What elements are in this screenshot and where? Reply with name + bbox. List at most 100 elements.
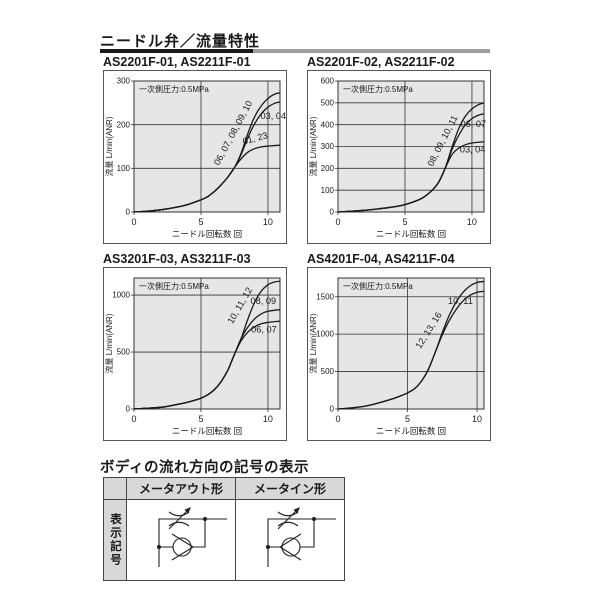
junction-dot — [156, 544, 162, 549]
flow-chart-svg: 0 500 1000 1500 0 5 10 一次側圧力:0.5MPa ニードル回転数 回 流量 … — [308, 277, 485, 436]
check-valve-seat — [278, 533, 302, 560]
x-tick-label: 5 — [402, 217, 407, 227]
x-tick-label: 0 — [335, 414, 340, 424]
needle-valve-icon — [277, 511, 299, 516]
row-header-display-symbol: 表示記号 — [103, 499, 127, 581]
flow-chart-as2201f-02: 0 100 200 300 400 500 600 0 5 10 一次側圧力:0.5MPa ニードル回… — [307, 70, 491, 244]
title-rule-gray — [253, 49, 490, 53]
y-axis-title: 流量 L/min(ANR) — [104, 313, 114, 373]
y-tick-label: 300 — [321, 142, 335, 151]
symbol-table-body-row: 表示記号 — [103, 499, 345, 581]
curve-label: 06, 07 — [461, 119, 487, 129]
symbol-section-title: ボディの流れ方向の記号の表示 — [100, 460, 309, 476]
meter-in-symbol-cell — [235, 499, 345, 581]
flow-chart-as3201f-03: 0 500 1000 0 5 10 一次側圧力:0.5MPa ニードル回転数 回 流量 L/mi… — [103, 267, 287, 441]
x-axis-title: ニードル回転数 回 — [376, 229, 446, 239]
chart-block-as3201f-03: AS3201F-03, AS3211F-03 0 500 1000 0 5 10 一次側圧力… — [103, 252, 287, 441]
x-axis-title: ニードル回転数 回 — [172, 426, 242, 436]
check-valve-seat — [171, 533, 195, 560]
curve-label: 08, 09 — [251, 296, 277, 306]
x-axis-title: ニードル回転数 回 — [172, 229, 242, 239]
y-tick-label: 0 — [126, 208, 131, 217]
column-header-meter-out: メータアウト形 — [126, 477, 236, 500]
flow-chart-svg: 0 100 200 300 0 5 10 一次側圧力:0.5MPa ニードル回転数 回 流量 L/… — [104, 77, 286, 239]
adjust-arrow — [168, 509, 189, 529]
x-tick-label: 5 — [405, 414, 410, 424]
flow-chart-as2201f-01: 0 100 200 300 0 5 10 一次側圧力:0.5MPa ニードル回転数 回 流量 L/… — [103, 70, 287, 244]
meter-in-circuit-icon — [265, 506, 336, 567]
plot-border — [337, 277, 485, 410]
y-tick-label: 0 — [330, 405, 335, 414]
curve-label: 06, 07 — [251, 325, 277, 335]
curve-label: 03, 04 — [460, 145, 486, 155]
chart-block-as2201f-02: AS2201F-02, AS2211F-02 0 100 200 300 400 5 0 0 6… — [307, 55, 491, 244]
y-tick-label: 100 — [321, 186, 335, 195]
chart-heading: AS2201F-01, AS2211F-01 — [103, 55, 251, 69]
junction-dot — [311, 516, 317, 521]
y-axis-title: 流量 L/min(ANR) — [104, 116, 114, 176]
flow-chart-as4201f-04: 0 500 1000 1500 0 5 10 一次側圧力:0.5MPa ニードル回転数 回 流量 … — [307, 267, 491, 441]
needle-valve-icon — [168, 521, 190, 526]
symbol-table-header-row: メータアウト形 メータイン形 — [103, 477, 345, 500]
y-tick-label: 600 — [321, 77, 335, 86]
y-axis-title: 流量 L/min(ANR) — [308, 116, 318, 176]
needle-valve-icon — [168, 511, 190, 516]
meter-out-symbol-cell — [126, 499, 236, 581]
x-tick-label: 10 — [263, 217, 273, 227]
pressure-annotation: 一次側圧力:0.5MPa — [139, 281, 209, 291]
y-tick-label: 100 — [117, 164, 131, 173]
flow-curve — [133, 320, 281, 410]
junction-dot — [202, 516, 208, 521]
flow-chart-svg: 0 100 200 300 400 500 600 0 5 10 一次側圧力:0.5MPa ニードル回… — [308, 77, 487, 239]
chart-heading: AS3201F-03, AS3211F-03 — [103, 252, 251, 266]
x-tick-label: 5 — [198, 414, 203, 424]
y-tick-label: 500 — [117, 348, 131, 357]
junction-dot — [265, 544, 271, 549]
page-title: ニードル弁／流量特性 — [100, 33, 261, 50]
y-tick-label: 200 — [321, 164, 335, 173]
plot-border — [133, 80, 281, 213]
flow-curve — [337, 141, 485, 213]
plot-area — [338, 278, 484, 409]
meter-out-circuit-icon — [156, 506, 227, 567]
x-tick-label: 10 — [472, 414, 482, 424]
symbol-table-corner-cell — [103, 477, 127, 500]
y-tick-label: 300 — [117, 77, 131, 86]
y-tick-label: 200 — [117, 120, 131, 129]
chart-block-as2201f-01: AS2201F-01, AS2211F-01 0 100 200 300 0 5 10 一次側… — [103, 55, 287, 244]
curve-label: 03, 04 — [261, 111, 286, 121]
x-axis-title: ニードル回転数 回 — [376, 426, 446, 436]
title-rule-black — [100, 49, 253, 53]
plot-border — [133, 277, 281, 410]
arrowhead — [293, 506, 300, 514]
needle-valve-icon — [277, 521, 299, 526]
x-tick-label: 10 — [263, 414, 273, 424]
y-tick-label: 400 — [321, 120, 335, 129]
y-tick-label: 1000 — [112, 291, 130, 300]
y-tick-label: 0 — [330, 208, 335, 217]
pressure-annotation: 一次側圧力:0.5MPa — [343, 281, 413, 291]
x-tick-label: 0 — [335, 217, 340, 227]
adjust-arrow — [277, 509, 298, 529]
pressure-annotation: 一次側圧力:0.5MPa — [139, 84, 209, 94]
x-tick-label: 10 — [467, 217, 477, 227]
plot-area — [134, 81, 280, 212]
x-tick-label: 5 — [198, 217, 203, 227]
y-tick-label: 500 — [321, 367, 335, 376]
arrowhead — [184, 506, 191, 514]
chart-heading: AS2201F-02, AS2211F-02 — [307, 55, 455, 69]
curve-label: 10, 11 — [448, 296, 473, 306]
flow-curve — [337, 290, 485, 410]
symbol-table: メータアウト形 メータイン形 表示記号 — [103, 477, 345, 581]
y-tick-label: 0 — [126, 405, 131, 414]
x-tick-label: 0 — [131, 414, 136, 424]
flow-curve — [133, 144, 281, 213]
y-tick-label: 1500 — [316, 292, 334, 301]
chart-heading: AS4201F-04, AS4211F-04 — [307, 252, 455, 266]
column-header-meter-in: メータイン形 — [235, 477, 345, 500]
flow-chart-svg: 0 500 1000 0 5 10 一次側圧力:0.5MPa ニードル回転数 回 流量 L/mi… — [104, 277, 281, 436]
x-tick-label: 0 — [131, 217, 136, 227]
title-rule — [100, 49, 490, 53]
chart-block-as4201f-04: AS4201F-04, AS4211F-04 0 500 1000 1500 0 5 10 一… — [307, 252, 491, 441]
